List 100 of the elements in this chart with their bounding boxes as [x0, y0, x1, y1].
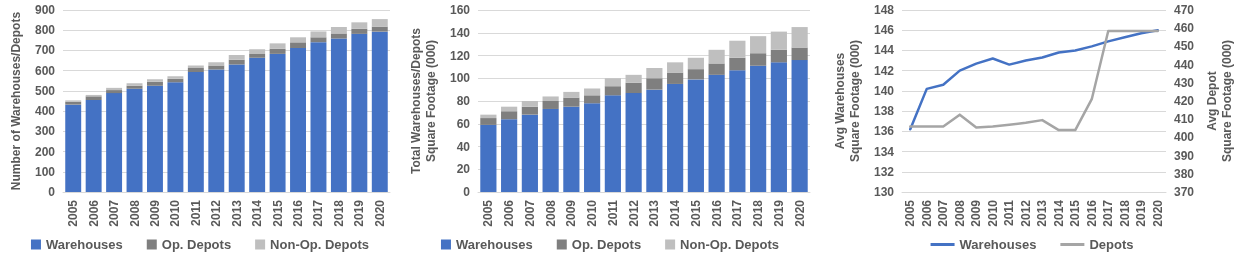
- y-axis-title: Avg Warehouses Square Footage (000): [832, 39, 862, 163]
- y-tick-label: 600: [34, 63, 56, 78]
- x-tick-label: 2006: [502, 199, 517, 227]
- y-tick-label: 138: [873, 104, 895, 119]
- x-tick-label: 2020: [792, 199, 807, 227]
- y-tick-label: 120: [449, 48, 471, 63]
- bar: [750, 36, 767, 54]
- y-tick-label: 136: [873, 124, 895, 139]
- bar: [791, 47, 808, 61]
- y-tick-label: 0: [48, 185, 56, 199]
- bar: [625, 74, 642, 83]
- bar: [750, 53, 767, 66]
- x-tick-label: 2019: [771, 199, 786, 227]
- y-tick-label: 0: [463, 185, 471, 199]
- legend-label: Non-Op. Depots: [270, 237, 370, 252]
- x-tick-label: 2008: [952, 199, 967, 227]
- y-tick-label: 80: [456, 94, 471, 108]
- y2-tick-label: 430: [1174, 75, 1195, 90]
- bar: [521, 114, 538, 192]
- bar: [501, 111, 518, 120]
- bar: [480, 124, 497, 192]
- y2-tick-label: 440: [1174, 57, 1195, 72]
- bar: [604, 86, 621, 96]
- y-tick-label: 40: [456, 139, 471, 154]
- x-tick-label: 2010: [985, 199, 1000, 227]
- bar: [249, 57, 266, 192]
- bar: [310, 37, 327, 43]
- y-tick-label: 130: [873, 185, 895, 199]
- bar: [521, 101, 538, 107]
- bar: [563, 91, 580, 98]
- bar: [269, 53, 286, 192]
- bar: [667, 62, 684, 73]
- bar: [667, 72, 684, 84]
- y2-tick-label: 380: [1174, 166, 1195, 181]
- x-tick-label: 2005: [66, 199, 81, 227]
- bar: [85, 99, 102, 192]
- x-tick-label: 2016: [1084, 199, 1099, 227]
- x-tick-label: 2016: [291, 199, 306, 227]
- y2-tick-label: 410: [1174, 112, 1195, 127]
- bar: [208, 69, 225, 192]
- y-tick-label: 900: [34, 3, 56, 17]
- bar: [290, 48, 306, 192]
- x-tick-label: 2017: [1101, 199, 1116, 227]
- y2-tick-label: 370: [1174, 185, 1195, 199]
- y-tick-label: 132: [873, 164, 895, 179]
- x-tick-label: 2015: [1068, 199, 1083, 227]
- x-tick-label: 2011: [188, 199, 203, 227]
- bar: [351, 33, 368, 192]
- bar: [646, 68, 663, 79]
- legend-label: Warehouses: [959, 237, 1037, 252]
- bar: [249, 49, 266, 54]
- y-tick-label: 144: [873, 43, 895, 58]
- bar: [147, 79, 163, 82]
- bar: [729, 57, 746, 71]
- legend-label: Op. Depots: [571, 237, 642, 252]
- x-tick-label: 2020: [372, 199, 387, 227]
- legend-label: Depots: [1089, 237, 1134, 252]
- y2-axis-title: Avg Depot Square Footage (000): [1205, 39, 1235, 163]
- y-tick-label: 20: [456, 162, 471, 177]
- bar: [290, 37, 306, 43]
- x-tick-label: 2014: [1051, 199, 1066, 227]
- bar: [167, 82, 184, 192]
- y-axis-title: Total Warehouses/Depots Square Footage (000): [408, 27, 438, 175]
- y2-tick-label: 450: [1174, 39, 1195, 54]
- bar: [371, 26, 388, 32]
- bar: [791, 60, 808, 192]
- y-tick-label: 134: [873, 144, 895, 159]
- bar: [228, 64, 245, 192]
- bar: [729, 40, 746, 58]
- bar: [687, 79, 704, 192]
- x-tick-label: 2012: [209, 199, 224, 227]
- bar: [646, 89, 663, 192]
- bar: [126, 88, 143, 192]
- bar: [269, 48, 286, 54]
- bar: [521, 106, 538, 115]
- bar: [687, 69, 704, 80]
- legend-label: Warehouses: [455, 237, 533, 252]
- y-tick-label: 300: [34, 124, 56, 139]
- x-tick-label: 2020: [1150, 199, 1165, 227]
- bar: [147, 81, 163, 86]
- x-tick-label: 2019: [352, 199, 367, 227]
- bar: [65, 104, 82, 192]
- bar: [106, 93, 123, 192]
- bar: [187, 71, 204, 192]
- bar: [791, 27, 808, 48]
- legend-label: Warehouses: [45, 237, 123, 252]
- bar: [542, 108, 559, 192]
- bar: [542, 101, 559, 109]
- bar: [584, 88, 601, 96]
- bar: [330, 26, 347, 34]
- x-tick-label: 2013: [1035, 199, 1050, 227]
- legend-label: Op. Depots: [161, 237, 232, 252]
- bar: [770, 31, 787, 50]
- bar: [729, 70, 746, 192]
- y-tick-label: 400: [34, 104, 56, 119]
- bar: [542, 96, 559, 101]
- y-axis-title: Number of Warehouses/Depots: [8, 11, 23, 191]
- x-tick-label: 2018: [1117, 199, 1132, 227]
- x-tick-label: 2006: [86, 199, 101, 227]
- x-tick-label: 2012: [626, 199, 641, 227]
